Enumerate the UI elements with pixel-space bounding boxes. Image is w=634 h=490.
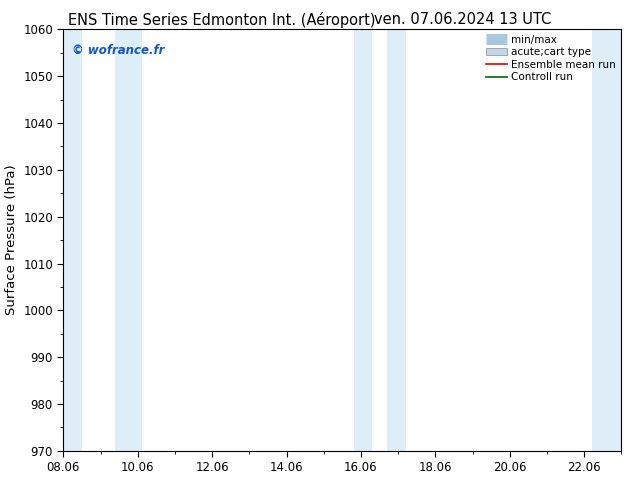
Text: © wofrance.fr: © wofrance.fr	[72, 44, 164, 57]
Text: ENS Time Series Edmonton Int. (Aéroport): ENS Time Series Edmonton Int. (Aéroport)	[68, 12, 376, 28]
Bar	[354, 29, 372, 451]
Bar	[387, 29, 406, 451]
Bar	[63, 29, 82, 451]
Legend: min/max, acute;cart type, Ensemble mean run, Controll run: min/max, acute;cart type, Ensemble mean …	[484, 32, 618, 84]
Bar	[592, 29, 621, 451]
Y-axis label: Surface Pressure (hPa): Surface Pressure (hPa)	[4, 165, 18, 316]
Text: ven. 07.06.2024 13 UTC: ven. 07.06.2024 13 UTC	[374, 12, 552, 27]
Bar	[115, 29, 141, 451]
